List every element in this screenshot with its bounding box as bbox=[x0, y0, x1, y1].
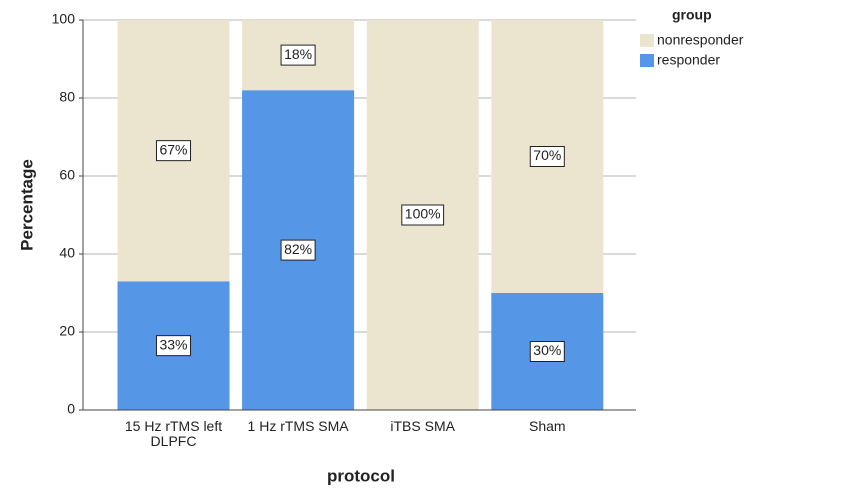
value-label-box bbox=[529, 146, 565, 167]
value-label: 67% bbox=[159, 141, 187, 157]
value-label-box bbox=[280, 44, 316, 66]
x-axis-title: protocol bbox=[327, 466, 395, 485]
y-tick-label: 0 bbox=[67, 401, 75, 417]
y-tick-label: 40 bbox=[59, 245, 75, 261]
value-label: 100% bbox=[405, 206, 441, 222]
y-tick-label: 20 bbox=[59, 323, 75, 339]
x-tick-label: Sham bbox=[529, 418, 566, 434]
legend-label: nonresponder bbox=[657, 32, 744, 48]
x-tick-label: 1 Hz rTMS SMA bbox=[247, 418, 349, 434]
value-label: 33% bbox=[159, 336, 187, 352]
value-label: 30% bbox=[533, 342, 561, 358]
value-label-box bbox=[280, 239, 316, 261]
y-tick-label: 60 bbox=[59, 167, 75, 183]
value-label-box bbox=[155, 140, 192, 162]
value-label-box bbox=[529, 341, 565, 362]
value-label-box bbox=[401, 204, 445, 226]
value-label-box bbox=[155, 335, 192, 357]
value-label: 18% bbox=[284, 46, 312, 62]
x-tick-label: iTBS SMA bbox=[390, 418, 455, 434]
y-axis-title: Percentage bbox=[17, 159, 36, 251]
y-tick-label: 80 bbox=[59, 89, 75, 105]
y-tick-label: 100 bbox=[52, 11, 76, 27]
legend-swatch bbox=[640, 34, 654, 47]
legend-title: group bbox=[672, 7, 712, 23]
value-label: 82% bbox=[284, 241, 312, 257]
value-label: 70% bbox=[533, 147, 561, 163]
legend-label: responder bbox=[657, 52, 720, 68]
legend-swatch bbox=[640, 54, 654, 67]
x-tick-label: 15 Hz rTMS left DLPFC bbox=[124, 418, 223, 449]
